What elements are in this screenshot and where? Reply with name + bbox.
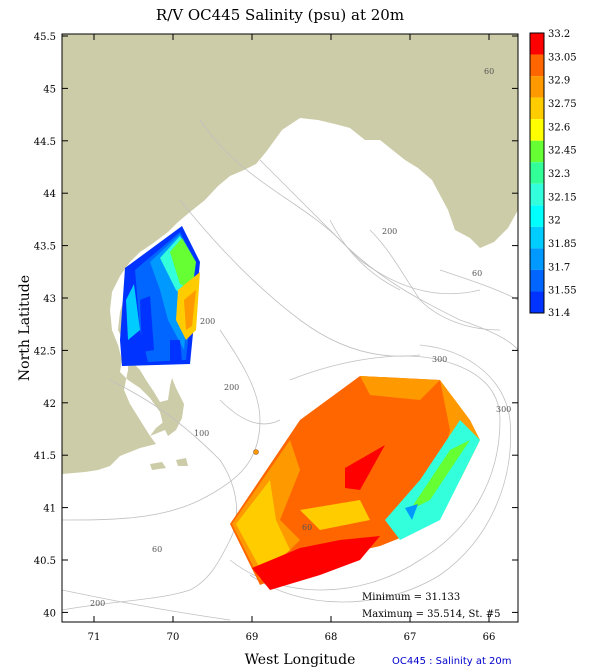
x-tick-label: 66	[483, 632, 496, 643]
colorbar-swatch	[530, 248, 544, 270]
colorbar-label: 32	[548, 216, 561, 227]
colorbar-swatch	[530, 140, 544, 163]
colorbar-label: 32.6	[548, 122, 570, 133]
y-tick-label: 40.5	[34, 556, 56, 567]
x-tick-label: 70	[167, 632, 180, 643]
y-tick-label: 42	[43, 399, 56, 410]
colorbar-swatch	[530, 33, 544, 55]
colorbar-label: 31.85	[548, 239, 577, 250]
contour-label: 300	[496, 405, 511, 414]
colorbar: 33.2 33.05 32.9 32.75 32.6 32.45 32.3 32.15 32 31…	[529, 29, 577, 319]
y-tick-label: 44	[43, 189, 56, 200]
colorbar-label: 33.05	[548, 52, 577, 63]
salinity-patch-south	[230, 376, 480, 590]
colorbar-label: 32.15	[548, 192, 577, 203]
colorbar-swatch	[530, 119, 544, 141]
colorbar-label: 32.9	[548, 76, 570, 87]
credit-label: OC445 : Salinity at 20m	[392, 656, 512, 667]
y-tick-label: 45.5	[34, 32, 56, 43]
colorbar-swatch	[530, 97, 544, 120]
contour-label: 300	[432, 355, 447, 364]
contour-label: 200	[382, 227, 397, 236]
land-mass	[62, 34, 518, 474]
colorbar-label: 31.55	[548, 286, 577, 297]
colorbar-swatch	[530, 54, 544, 77]
colorbar-label: 31.4	[548, 308, 570, 319]
y-tick-label: 42.5	[34, 346, 56, 357]
colorbar-swatch	[530, 291, 544, 313]
contour-label: 100	[194, 429, 209, 438]
bathymetry-contours	[62, 119, 518, 621]
y-tick-label: 41	[43, 504, 56, 515]
contour-label: 60	[152, 545, 162, 554]
colorbar-swatch	[530, 226, 544, 249]
y-axis-label: North Latitude	[17, 274, 33, 382]
x-tick-label: 67	[404, 632, 417, 643]
x-tick-label: 68	[325, 632, 338, 643]
contour-label: 200	[90, 599, 105, 608]
x-tick-label: 71	[88, 632, 101, 643]
stats-minimum: Minimum = 31.133	[362, 592, 461, 603]
y-tick-label: 45	[43, 84, 56, 95]
colorbar-swatch	[530, 162, 544, 184]
stats-maximum: Maximum = 35.514, St. #5	[362, 609, 501, 620]
contour-label: 200	[224, 383, 239, 392]
colorbar-swatch	[530, 76, 544, 98]
colorbar-label: 32.3	[548, 169, 570, 180]
contour-label: 60	[472, 269, 482, 278]
colorbar-swatch	[530, 183, 544, 206]
colorbar-label: 33.2	[548, 29, 570, 40]
y-tick-label: 44.5	[34, 137, 56, 148]
contour-label: 60	[302, 523, 312, 532]
contour-label: 200	[200, 317, 215, 326]
colorbar-label: 31.7	[548, 262, 570, 273]
y-tick-label: 43.5	[34, 242, 56, 253]
colorbar-label: 32.75	[548, 99, 577, 110]
colorbar-swatch	[530, 205, 544, 227]
y-tick-label: 40	[43, 608, 56, 619]
stats-box: Minimum = 31.133 Maximum = 35.514, St. #…	[362, 589, 501, 623]
colorbar-swatch	[530, 269, 544, 292]
salinity-patch-north	[120, 226, 200, 366]
colorbar-label: 32.45	[548, 146, 577, 157]
contour-label: 60	[484, 67, 494, 76]
x-axis-label: West Longitude	[244, 652, 356, 668]
x-tick-label: 69	[246, 632, 259, 643]
y-tick-label: 41.5	[34, 451, 56, 462]
y-tick-label: 43	[43, 294, 56, 305]
map-title: R/V OC445 Salinity (psu) at 20m	[155, 6, 405, 24]
